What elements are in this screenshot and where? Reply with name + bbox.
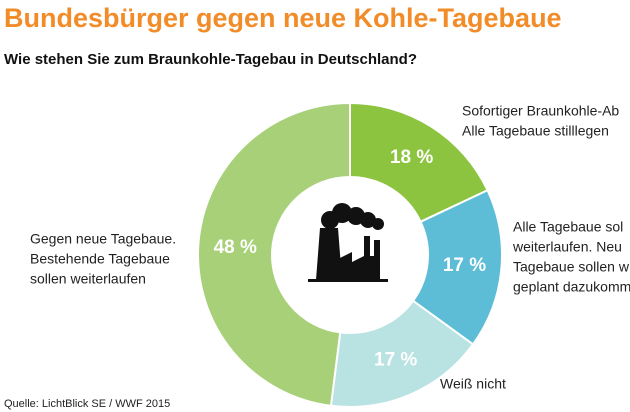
category-label: Gegen neue Tagebaue. — [30, 231, 176, 247]
category-label: Bestehende Tagebaue — [30, 251, 170, 267]
donut-segment — [349, 101, 489, 224]
category-label: Weiß nicht — [440, 376, 506, 392]
chart-subtitle: Wie stehen Sie zum Braunkohle-Tagebau in… — [4, 51, 417, 68]
value-label: 17 % — [374, 350, 417, 371]
source: Quelle: LichtBlick SE / WWF 2015 — [4, 398, 170, 410]
category-label: Alle Tagebaue sol — [513, 219, 623, 235]
category-label: geplant dazukomm — [513, 279, 630, 295]
donut — [197, 101, 503, 408]
category-label: sollen weiterlaufen — [30, 271, 146, 287]
value-label: 48 % — [214, 237, 257, 258]
value-label: 18 % — [390, 147, 433, 168]
category-label: Tagebaue sollen w — [513, 259, 630, 275]
category-label: Sofortiger Braunkohle-Ab — [462, 103, 619, 119]
chart-title: Bundesbürger gegen neue Kohle-Tagebaue — [4, 3, 562, 33]
value-label: 17 % — [443, 255, 486, 276]
category-label: Alle Tagebaue stilllegen — [462, 123, 609, 139]
factory-icon — [308, 203, 388, 282]
category-label: weiterlaufen. Neu — [512, 239, 622, 255]
donut-segment — [197, 101, 351, 407]
